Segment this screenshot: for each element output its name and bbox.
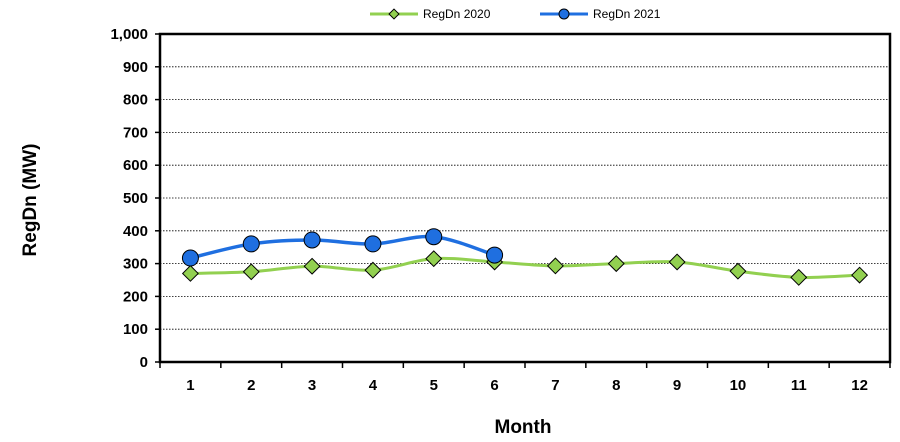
x-tick-label: 7	[551, 377, 559, 394]
y-tick-label: 900	[123, 59, 148, 76]
data-point-diamond	[364, 261, 382, 279]
series-line-0	[190, 256, 860, 279]
y-tick-label: 800	[123, 92, 148, 109]
data-point-diamond	[242, 263, 260, 281]
data-point-diamond	[546, 257, 564, 275]
data-point-circle	[181, 249, 199, 267]
x-tick-label: 4	[369, 377, 378, 394]
y-tick-label: 500	[123, 190, 148, 207]
grid-lines	[160, 66, 890, 330]
x-tick-label: 8	[612, 377, 620, 394]
y-tick-label: 400	[123, 223, 148, 240]
y-tick-label: 1,000	[110, 26, 148, 43]
x-tick-label: 5	[430, 377, 438, 394]
data-point-circle	[364, 235, 382, 253]
data-point-circle	[303, 231, 321, 249]
y-tick-label: 300	[123, 256, 148, 273]
y-tick-label: 700	[123, 124, 148, 141]
y-axis-ticks: 0 100 200 300 400 500 600 700 800 900 1,000	[110, 26, 160, 371]
x-tick-label: 1	[186, 377, 194, 394]
legend: RegDn 2020 RegDn 2021	[370, 7, 661, 21]
data-point-diamond	[729, 262, 747, 280]
data-point-diamond	[668, 253, 686, 271]
legend-marker-2020	[388, 8, 400, 20]
x-axis-ticks: 1 2 3 4 5 6 7 8 9 10 11 12	[159, 362, 891, 394]
x-tick-label: 11	[791, 377, 807, 394]
series-line-1	[190, 234, 496, 260]
data-point-diamond	[851, 266, 869, 284]
data-point-diamond	[425, 250, 443, 268]
x-tick-label: 2	[247, 377, 255, 394]
y-tick-label: 600	[123, 157, 148, 174]
y-tick-label: 100	[123, 321, 148, 338]
data-point-diamond	[303, 257, 321, 275]
x-tick-label: 3	[308, 377, 316, 394]
data-point-diamond	[607, 255, 625, 273]
data-series	[181, 228, 869, 286]
x-tick-label: 9	[673, 377, 681, 394]
x-axis-title: Month	[495, 417, 552, 438]
y-axis-title: RegDn (MW)	[20, 144, 41, 257]
data-point-diamond	[790, 268, 808, 286]
data-point-diamond	[181, 264, 199, 282]
legend-label-2020: RegDn 2020	[423, 7, 491, 21]
y-tick-label: 0	[140, 354, 148, 371]
plot-frame	[158, 32, 892, 364]
x-tick-label: 10	[730, 377, 747, 394]
legend-marker-2021	[558, 8, 570, 20]
y-tick-label: 200	[123, 288, 148, 305]
legend-label-2021: RegDn 2021	[593, 7, 661, 21]
data-point-circle	[425, 228, 443, 246]
x-tick-label: 12	[851, 377, 868, 394]
x-tick-label: 6	[490, 377, 498, 394]
data-point-circle	[242, 235, 260, 253]
data-point-circle	[486, 246, 504, 264]
